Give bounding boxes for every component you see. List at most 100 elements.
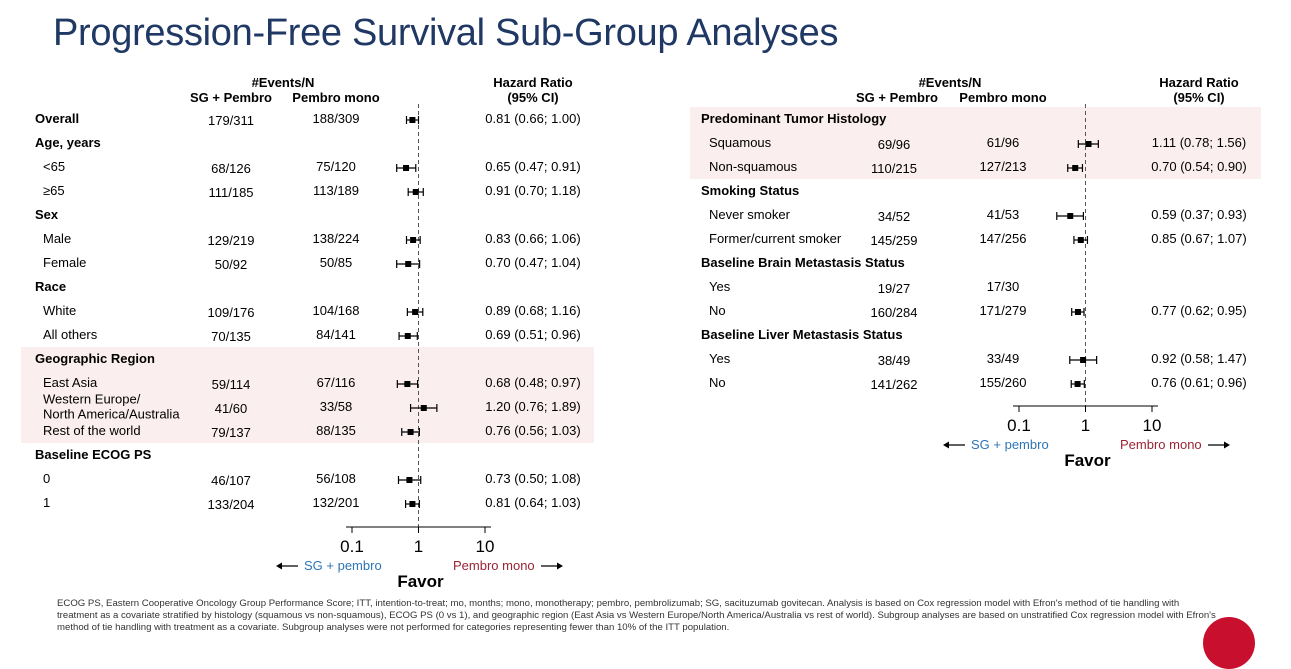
sg-events: 111/185 (208, 185, 253, 200)
table-row: Rest of the world 79/137 88/135 0.76 (0.56;… (43, 423, 581, 440)
favor-left-arrowhead (276, 562, 282, 570)
hr-point (403, 165, 410, 171)
hazard-ratio-value: 0.70 (0.47; 1.04) (485, 255, 580, 270)
table-row: Western Europe/North America/Australia 41… (43, 392, 581, 422)
subgroup-header: Baseline Brain Metastasis Status (701, 255, 905, 270)
forest-plot-right: #Events/NSG + Pembro Pembro mono Hazard Ra… (690, 75, 1261, 470)
table-row: Never smoker 34/52 41/53 0.59 (0.37; 0.93) (709, 207, 1247, 224)
highlight-band (21, 347, 594, 443)
subgroup-label: 1 (43, 495, 50, 510)
hr-point (420, 405, 427, 411)
hazard-ratio-value: 0.76 (0.61; 0.96) (1151, 375, 1246, 390)
sg-events: 133/204 (208, 497, 255, 512)
sg-events: 19/27 (878, 281, 911, 296)
pembro-events: 33/58 (320, 399, 353, 414)
highlight-bands (21, 347, 594, 443)
pembro-events: 61/96 (987, 135, 1020, 150)
table-row: <65 68/126 75/120 0.65 (0.47; 0.91) (43, 159, 581, 176)
pembro-events: 67/116 (317, 375, 356, 390)
favor-label: Favor (397, 572, 444, 591)
subgroup-header: Baseline Liver Metastasis Status (701, 327, 903, 342)
pembro-events: 75/120 (316, 159, 356, 174)
table-row: Smoking Status (701, 183, 799, 198)
subgroup-label: <65 (43, 159, 65, 174)
hr-point (1077, 237, 1084, 243)
subgroup-header: Age, years (35, 135, 101, 150)
pembro-events: 188/309 (313, 111, 360, 126)
hazard-ratio-value: 0.81 (0.64; 1.03) (485, 495, 580, 510)
hazard-ratio-value: 0.69 (0.51; 0.96) (485, 327, 580, 342)
header-sg-pembro: SG + Pembro (190, 90, 272, 105)
x-tick-label: 10 (476, 537, 495, 556)
hr-point (412, 309, 419, 315)
sg-events: 34/52 (878, 209, 911, 224)
table-row: Baseline ECOG PS (35, 447, 152, 462)
pembro-events: 132/201 (313, 495, 360, 510)
table-row: Yes 38/49 33/49 0.92 (0.58; 1.47) (709, 351, 1247, 368)
table-row: 1 133/204 132/201 0.81 (0.64; 1.03) (43, 495, 581, 512)
hazard-ratio-value: 0.68 (0.48; 0.97) (485, 375, 580, 390)
hazard-ratio-value: 0.81 (0.66; 1.00) (485, 111, 580, 126)
hr-point (410, 237, 417, 243)
favor-right-arrowhead (557, 562, 563, 570)
highlight-bands (690, 107, 1261, 179)
hr-point (404, 333, 411, 339)
table-row: Age, years (35, 135, 101, 150)
page-title: Progression-Free Survival Sub-Group Anal… (53, 12, 839, 54)
sg-events: 179/311 (208, 113, 254, 128)
x-tick-label: 1 (1081, 416, 1090, 435)
table-row: White 109/176 104/168 0.89 (0.68; 1.16) (43, 303, 581, 320)
hazard-ratio-value: 0.59 (0.37; 0.93) (1151, 207, 1246, 222)
hr-point (406, 477, 413, 483)
subgroup-header: Sex (35, 207, 59, 222)
subgroup-label: All others (43, 327, 98, 342)
x-tick-label: 0.1 (1007, 416, 1031, 435)
hr-point (1067, 213, 1074, 219)
subgroup-label: No (709, 375, 726, 390)
favor-right-label: Pembro mono (1120, 437, 1202, 452)
sg-events: 41/60 (215, 401, 248, 416)
pembro-events: 50/85 (320, 255, 353, 270)
hazard-ratio-value: 1.20 (0.76; 1.89) (485, 399, 580, 414)
subgroup-label: Non-squamous (709, 159, 798, 174)
table-row: Overall 179/311 188/309 0.81 (0.66; 1.00) (35, 111, 581, 128)
table-row: ≥65 111/185 113/189 0.91 (0.70; 1.18) (43, 183, 581, 200)
sg-events: 160/284 (871, 305, 918, 320)
pembro-events: 127/213 (980, 159, 1027, 174)
hr-point (412, 189, 419, 195)
table-row: No 160/284 171/279 0.77 (0.62; 0.95) (709, 303, 1247, 320)
sg-events: 69/96 (878, 137, 911, 152)
header-events: #Events/N (252, 75, 315, 90)
subgroup-label: No (709, 303, 726, 318)
table-row: Sex (35, 207, 59, 222)
header-hazard-ratio: Hazard Ratio (493, 75, 573, 90)
hazard-ratio-value: 0.76 (0.56; 1.03) (485, 423, 580, 438)
hr-point (1080, 357, 1087, 363)
hr-point (404, 381, 411, 387)
table-row: Male 129/219 138/224 0.83 (0.66; 1.06) (43, 231, 581, 248)
pembro-events: 56/108 (316, 471, 356, 486)
hr-point (1074, 381, 1081, 387)
sg-events: 50/92 (215, 257, 248, 272)
hr-point (409, 117, 416, 123)
header-events: #Events/N (919, 75, 982, 90)
pembro-events: 155/260 (980, 375, 1027, 390)
table-row: All others 70/135 84/141 0.69 (0.51; 0.96) (43, 327, 581, 344)
hazard-ratio-value: 0.77 (0.62; 0.95) (1151, 303, 1246, 318)
subgroup-label: Yes (709, 279, 731, 294)
pembro-events: 113/189 (313, 183, 359, 198)
subgroup-label: Male (43, 231, 71, 246)
subgroup-label: Never smoker (709, 207, 791, 222)
pembro-events: 84/141 (316, 327, 356, 342)
table-row: Squamous 69/96 61/96 1.11 (0.78; 1.56) (709, 135, 1246, 152)
table-row: Female 50/92 50/85 0.70 (0.47; 1.04) (43, 255, 581, 272)
favor-label: Favor (1064, 451, 1111, 470)
pembro-events: 88/135 (316, 423, 356, 438)
pembro-events: 171/279 (980, 303, 1027, 318)
brand-logo-icon (1203, 617, 1255, 669)
subgroup-label: Rest of the world (43, 423, 141, 438)
subgroup-label: Squamous (709, 135, 772, 150)
pembro-events: 41/53 (987, 207, 1020, 222)
pembro-events: 104/168 (313, 303, 360, 318)
